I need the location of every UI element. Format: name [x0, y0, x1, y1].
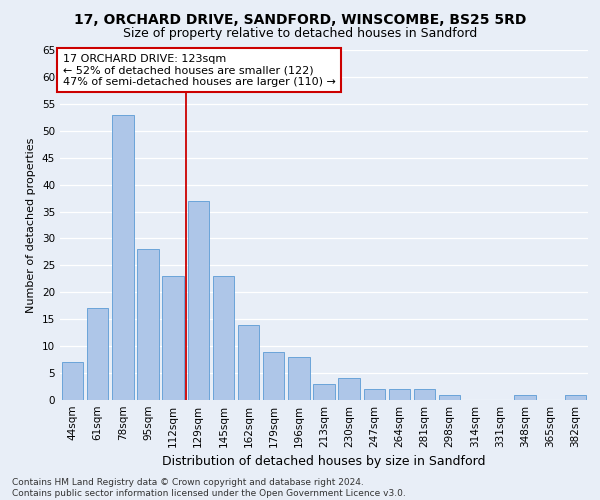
Bar [288, 357, 310, 400]
Bar [238, 324, 259, 400]
Bar [62, 362, 83, 400]
Text: Contains HM Land Registry data © Crown copyright and database right 2024.
Contai: Contains HM Land Registry data © Crown c… [12, 478, 406, 498]
Bar [389, 389, 410, 400]
Bar [112, 114, 134, 400]
Bar [263, 352, 284, 400]
Bar [364, 389, 385, 400]
Y-axis label: Number of detached properties: Number of detached properties [26, 138, 37, 312]
Bar [414, 389, 435, 400]
Text: Size of property relative to detached houses in Sandford: Size of property relative to detached ho… [123, 28, 477, 40]
Bar [137, 249, 158, 400]
Bar [213, 276, 234, 400]
Bar [188, 201, 209, 400]
Bar [565, 394, 586, 400]
Bar [313, 384, 335, 400]
Bar [338, 378, 360, 400]
Text: 17 ORCHARD DRIVE: 123sqm
← 52% of detached houses are smaller (122)
47% of semi-: 17 ORCHARD DRIVE: 123sqm ← 52% of detach… [62, 54, 335, 86]
Bar [163, 276, 184, 400]
Text: 17, ORCHARD DRIVE, SANDFORD, WINSCOMBE, BS25 5RD: 17, ORCHARD DRIVE, SANDFORD, WINSCOMBE, … [74, 12, 526, 26]
X-axis label: Distribution of detached houses by size in Sandford: Distribution of detached houses by size … [162, 456, 486, 468]
Bar [514, 394, 536, 400]
Bar [87, 308, 109, 400]
Bar [439, 394, 460, 400]
